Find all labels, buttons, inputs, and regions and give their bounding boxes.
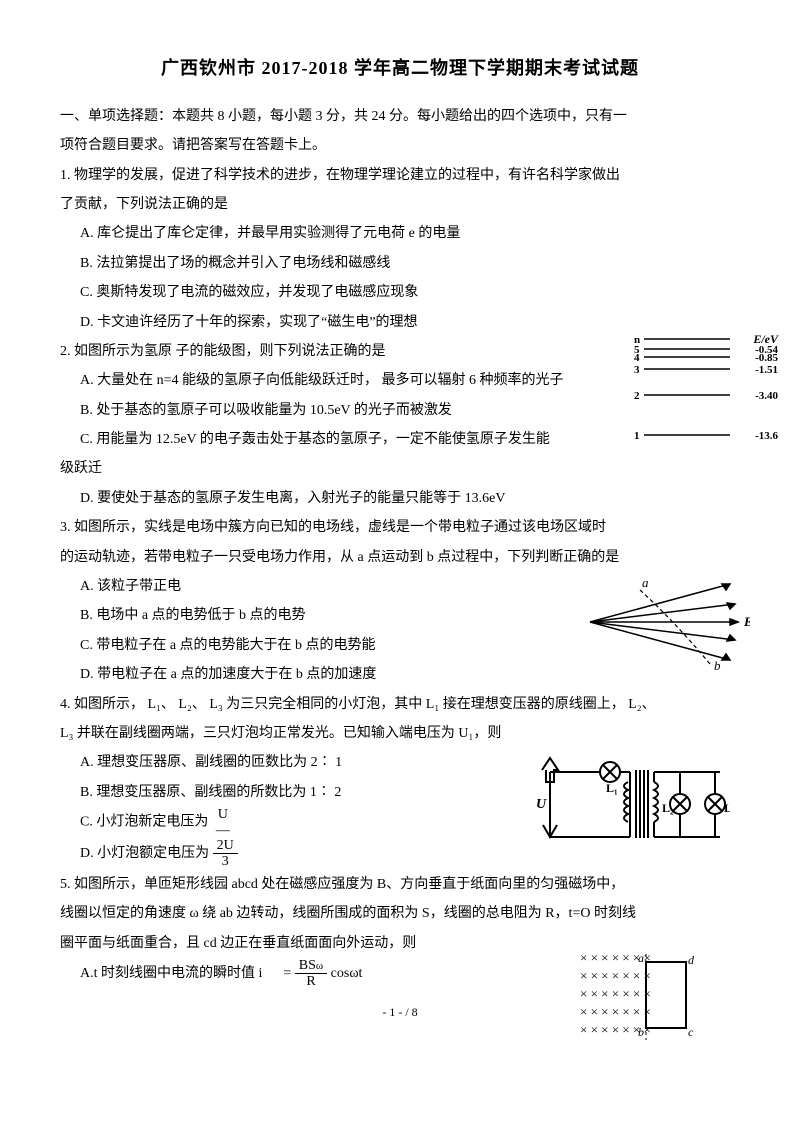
svg-text:E: E: [743, 614, 750, 629]
svg-text:-1.51: -1.51: [755, 364, 778, 376]
q3-stem-2: 的运动轨迹，若带电粒子一只受电场力作用，从 a 点运动到 b 点过程中，下列判断…: [60, 543, 740, 572]
q4-stem-1: 4. 如图所示， L₁、 L₂、 L₃ 为三只完全相同的小灯泡，其中 L₁ 接在…: [60, 690, 740, 719]
svg-text:2: 2: [634, 390, 640, 402]
svg-text:-0.85: -0.85: [755, 352, 778, 364]
q5-stem-2: 线圈以恒定的角速度 ω 绕 ab 边转动，线圈所围成的面积为 S，线圈的总电阻为…: [60, 899, 740, 928]
svg-text:× × × × × × ×: × × × × × × ×: [580, 1004, 651, 1019]
q3-stem-1: 3. 如图所示，实线是电场中簇方向已知的电场线，虚线是一个带电粒子通过该电场区域…: [60, 513, 740, 542]
svg-text:d: d: [688, 953, 695, 967]
svg-text:3: 3: [634, 364, 640, 376]
svg-text:-3.40: -3.40: [755, 390, 778, 402]
svg-text:× × × × × × ×: × × × × × × ×: [580, 968, 651, 983]
q1-option-b: B. 法拉第提出了场的概念并引入了电场线和磁感线: [60, 249, 740, 278]
section-intro-1: 一、单项选择题：本题共 8 小题，每小题 3 分，共 24 分。每小题给出的四个…: [60, 102, 740, 131]
svg-text:L₃: L₃: [724, 801, 730, 815]
svg-text:a: a: [642, 575, 649, 590]
svg-text:L₂: L₂: [662, 801, 674, 815]
q3-field-diagram: a E b: [580, 572, 750, 683]
svg-text:U: U: [536, 797, 547, 812]
q1-option-c: C. 奥斯特发现了电流的磁效应，并发现了电磁感应现象: [60, 278, 740, 307]
q5-stem-1: 5. 如图所示，单匝矩形线园 abcd 处在磁感应强度为 B、方向垂直于纸面向里…: [60, 870, 740, 899]
svg-text:c: c: [688, 1025, 694, 1039]
section-intro-2: 项符合题目要求。请把答案写在答题卡上。: [60, 131, 740, 160]
page-title: 广西钦州市 2017-2018 学年高二物理下学期期末考试试题: [60, 50, 740, 88]
q2-energy-diagram: E/eV n5-0.544-0.853-1.512-3.401-13.6: [630, 333, 780, 459]
svg-text:L₁: L₁: [606, 781, 618, 795]
svg-text:1: 1: [634, 430, 640, 442]
q1-stem-2: 了贡献，下列说法正确的是: [60, 190, 740, 219]
q5-magnetic-diagram: × × × × × × × × × × × × × × × × × × × × …: [580, 950, 720, 1053]
q2-option-d: D. 要使处于基态的氢原子发生电离，入射光子的能量只能等于 13.6eV: [60, 484, 740, 513]
svg-text:b: b: [714, 658, 721, 672]
q1-stem-1: 1. 物理学的发展，促进了科学技术的进步，在物理学理论建立的过程中，有许名科学家…: [60, 161, 740, 190]
q4-transformer-diagram: U L₁ L₂ L₃: [530, 742, 730, 873]
q1-option-a: A. 库仑提出了库仑定律，并最早用实验测得了元电荷 e 的电量: [60, 219, 740, 248]
svg-text:× × × × × × ×: × × × × × × ×: [580, 986, 651, 1001]
svg-text:4: 4: [634, 352, 640, 364]
svg-text:-13.6: -13.6: [755, 430, 778, 442]
svg-text:b: b: [638, 1025, 644, 1039]
svg-text:a: a: [638, 951, 644, 965]
